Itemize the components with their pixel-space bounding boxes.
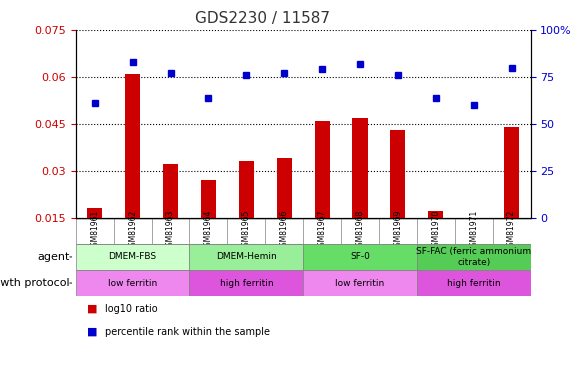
Text: DMEM-FBS: DMEM-FBS — [108, 252, 157, 261]
Text: growth protocol: growth protocol — [0, 278, 70, 288]
Text: GSM81962: GSM81962 — [128, 210, 137, 251]
Text: low ferritin: low ferritin — [335, 279, 385, 288]
Text: ■: ■ — [87, 327, 98, 337]
Text: GSM81967: GSM81967 — [318, 210, 326, 251]
FancyBboxPatch shape — [76, 244, 189, 270]
Text: GSM81964: GSM81964 — [204, 210, 213, 251]
Bar — [201, 180, 216, 264]
Bar — [352, 117, 367, 264]
Text: low ferritin: low ferritin — [108, 279, 157, 288]
Text: GSM81966: GSM81966 — [280, 210, 289, 251]
Text: SF-0: SF-0 — [350, 252, 370, 261]
Text: GSM81971: GSM81971 — [469, 210, 478, 251]
FancyBboxPatch shape — [303, 244, 417, 270]
FancyBboxPatch shape — [417, 244, 531, 270]
FancyBboxPatch shape — [189, 244, 303, 270]
FancyBboxPatch shape — [303, 270, 417, 296]
Text: agent: agent — [37, 252, 70, 262]
Text: GSM81972: GSM81972 — [507, 210, 516, 251]
Bar — [163, 164, 178, 264]
FancyBboxPatch shape — [76, 270, 189, 296]
Text: percentile rank within the sample: percentile rank within the sample — [105, 327, 270, 337]
Bar — [315, 121, 330, 264]
Text: GSM81963: GSM81963 — [166, 210, 175, 251]
Bar — [466, 224, 482, 264]
Text: DMEM-Hemin: DMEM-Hemin — [216, 252, 277, 261]
Bar — [504, 127, 519, 264]
Text: GDS2230 / 11587: GDS2230 / 11587 — [195, 11, 330, 26]
Bar — [428, 211, 444, 264]
Text: ■: ■ — [87, 304, 98, 314]
Text: log10 ratio: log10 ratio — [105, 304, 157, 314]
Bar — [277, 158, 292, 264]
Bar — [87, 208, 103, 264]
FancyBboxPatch shape — [189, 270, 303, 296]
FancyBboxPatch shape — [417, 270, 531, 296]
Bar — [125, 74, 141, 264]
Text: high ferritin: high ferritin — [447, 279, 500, 288]
Text: GSM81969: GSM81969 — [394, 210, 402, 251]
Text: GSM81961: GSM81961 — [90, 210, 99, 251]
Text: GSM81965: GSM81965 — [242, 210, 251, 251]
Text: high ferritin: high ferritin — [220, 279, 273, 288]
Text: SF-FAC (ferric ammonium
citrate): SF-FAC (ferric ammonium citrate) — [416, 247, 531, 267]
Text: GSM81968: GSM81968 — [356, 210, 364, 251]
Bar — [239, 161, 254, 264]
Bar — [391, 130, 405, 264]
Text: GSM81970: GSM81970 — [431, 210, 440, 251]
